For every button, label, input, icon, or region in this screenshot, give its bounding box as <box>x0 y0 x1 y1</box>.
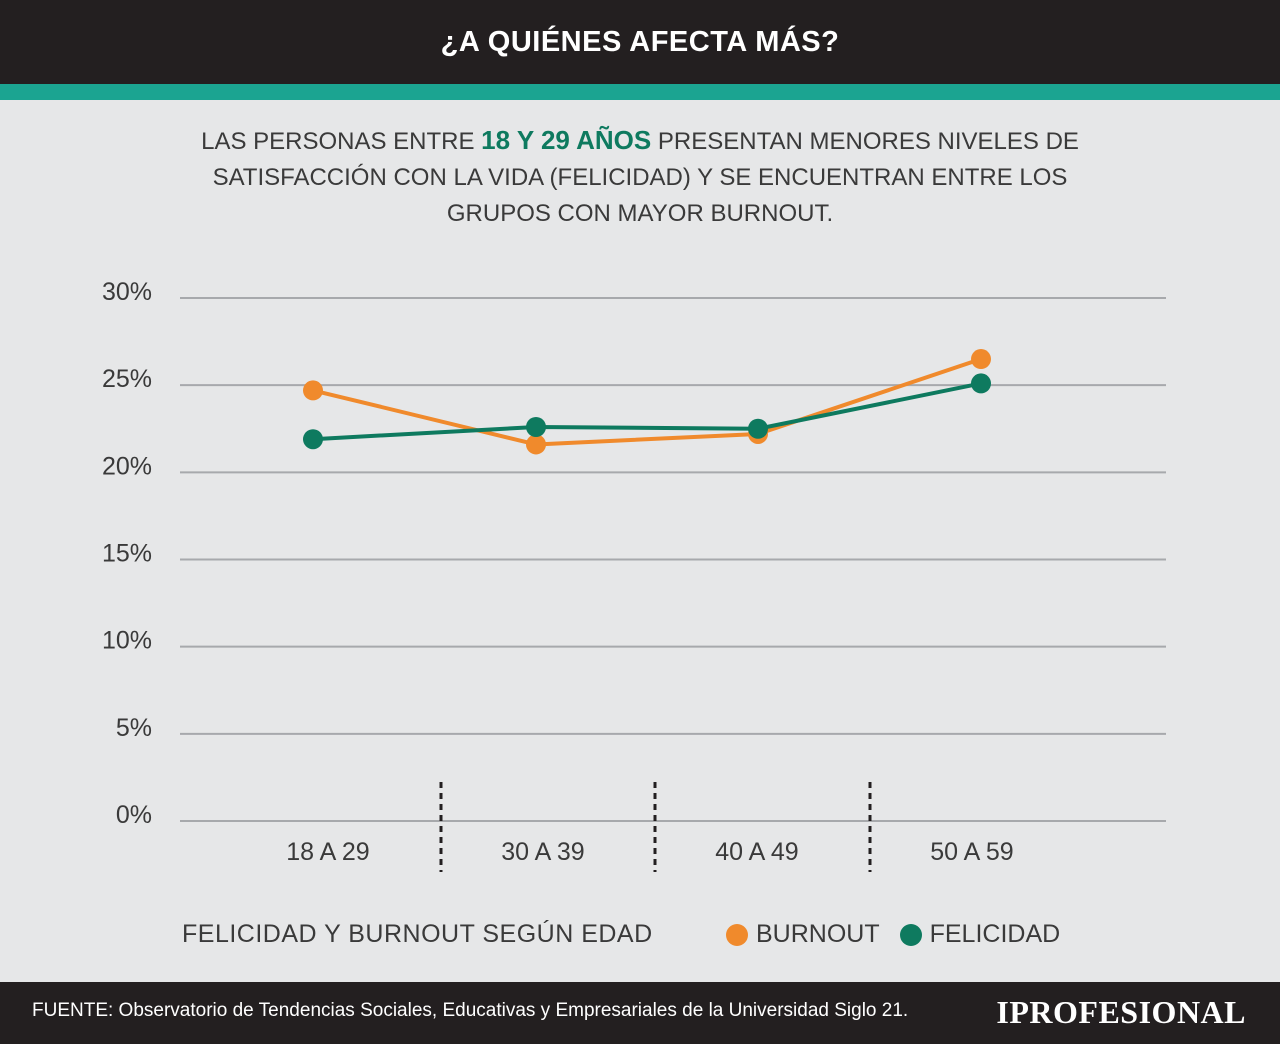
grid-layer <box>180 297 1166 822</box>
subtitle-highlight: 18 Y 29 AÑOS <box>481 125 652 155</box>
legend-item-felicidad: FELICIDAD <box>899 920 1061 949</box>
y-tick-label: 5% <box>116 714 152 742</box>
x-axis-ticks: 18 A 29 30 A 39 40 A 49 50 A 59 <box>286 838 1013 866</box>
chart-subtitle: LAS PERSONAS ENTRE 18 Y 29 AÑOS PRESENTA… <box>160 122 1120 232</box>
legend: BURNOUT FELICIDAD <box>726 920 1080 949</box>
x-tick-label: 50 A 59 <box>930 838 1013 866</box>
series-layer <box>303 349 991 455</box>
source-text: FUENTE: Observatorio de Tendencias Socia… <box>32 1000 909 1021</box>
series-line-felicidad <box>312 381 982 442</box>
y-tick-label: 10% <box>102 627 152 655</box>
page-title: ¿A QUIÉNES AFECTA MÁS? <box>440 25 840 58</box>
subtitle-text-2: PRESENTAN MENORES NIVELES DE SATISFACCIÓ… <box>212 128 1079 227</box>
legend-label-felicidad: FELICIDAD <box>929 920 1061 948</box>
y-tick-label: 15% <box>102 540 152 568</box>
legend-item-burnout: BURNOUT <box>726 920 880 949</box>
legend-swatch-felicidad <box>899 923 922 946</box>
y-tick-label: 25% <box>102 365 152 393</box>
x-tick-label: 40 A 49 <box>715 838 798 866</box>
legend-swatch-burnout <box>726 923 748 946</box>
data-point-felicidad <box>748 418 768 439</box>
data-point-felicidad <box>303 429 323 450</box>
accent-bar <box>0 84 1280 100</box>
footer-bar: FUENTE: Observatorio de Tendencias Socia… <box>0 982 1280 1044</box>
iprofesional-logo: IPROFESIONAL <box>996 994 1246 1030</box>
chart-caption: FELICIDAD Y BURNOUT SEGÚN EDAD <box>182 920 653 948</box>
legend-label-burnout: BURNOUT <box>756 920 880 948</box>
data-point-burnout <box>971 349 991 370</box>
data-point-burnout <box>526 434 546 455</box>
y-axis-ticks: 0% 5% 10% 15% 20% 25% 30% <box>102 278 152 829</box>
data-point-felicidad <box>526 417 546 438</box>
y-tick-label: 30% <box>102 278 152 306</box>
category-dividers <box>439 782 872 872</box>
data-point-burnout <box>303 380 323 401</box>
x-tick-label: 30 A 39 <box>501 838 584 866</box>
header-bar: ¿A QUIÉNES AFECTA MÁS? <box>0 0 1280 84</box>
data-point-felicidad <box>971 373 991 394</box>
y-tick-label: 20% <box>102 452 152 480</box>
y-tick-label: 0% <box>116 801 152 829</box>
series-line-burnout <box>312 357 982 447</box>
subtitle-text-1: LAS PERSONAS ENTRE <box>201 128 482 155</box>
line-chart: 0% 5% 10% 15% 20% 25% 30% 18 A 29 30 A 39 40 A 4… <box>102 278 1166 872</box>
x-tick-label: 18 A 29 <box>286 838 369 866</box>
